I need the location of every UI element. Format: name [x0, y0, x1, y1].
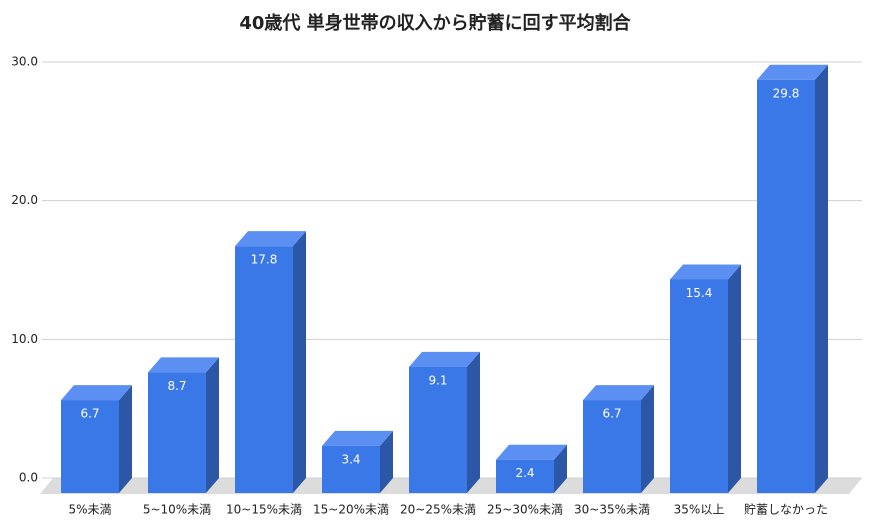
bar: [409, 366, 467, 493]
bar-side: [380, 430, 393, 493]
y-tick-label: 30.0: [11, 55, 38, 69]
value-label: 2.4: [515, 466, 534, 480]
bar: [757, 79, 815, 494]
bar: [670, 279, 728, 493]
bar-side: [554, 444, 567, 493]
bar-top: [670, 264, 741, 280]
bar-side: [467, 351, 480, 493]
bar: [148, 372, 206, 493]
bar-side: [293, 231, 306, 493]
x-tick-label: 35%以上: [674, 503, 725, 517]
y-tick-label: 20.0: [11, 193, 38, 207]
bar: [583, 400, 641, 493]
bar-side: [641, 385, 654, 493]
bar-top: [409, 351, 480, 367]
x-tick-label: 貯蓄しなかった: [744, 503, 828, 517]
chart-title: 40歳代 単身世帯の収入から貯蓄に回す平均割合: [239, 12, 631, 34]
bar-top: [583, 385, 654, 401]
value-label: 29.8: [773, 86, 800, 100]
value-label: 6.7: [602, 407, 621, 421]
x-tick-label: 20~25%未満: [400, 503, 476, 517]
bar-top: [235, 231, 306, 247]
bar-top: [496, 444, 567, 460]
y-tick-label: 10.0: [11, 332, 38, 346]
x-tick-label: 15~20%未満: [313, 503, 389, 517]
value-label: 6.7: [80, 407, 99, 421]
value-label: 3.4: [341, 452, 360, 466]
x-tick-label: 10~15%未満: [226, 503, 302, 517]
x-tick-label: 5%未満: [68, 503, 111, 517]
y-tick-label: 0.0: [19, 471, 38, 485]
bar-side: [728, 264, 741, 493]
value-label: 15.4: [686, 286, 713, 300]
value-label: 8.7: [167, 379, 186, 393]
bar-side: [815, 64, 828, 494]
bar: [235, 246, 293, 493]
bar-side: [119, 385, 132, 493]
bar: [61, 400, 119, 493]
value-label: 17.8: [251, 253, 278, 267]
bar: [496, 459, 554, 493]
x-tick-label: 25~30%未満: [487, 503, 563, 517]
bar-top: [757, 64, 828, 80]
bar-side: [206, 357, 219, 493]
x-tick-label: 30~35%未満: [574, 503, 650, 517]
value-label: 9.1: [428, 373, 447, 387]
bar-top: [322, 430, 393, 446]
bar: [322, 445, 380, 493]
bar-top: [61, 385, 132, 401]
x-tick-label: 5~10%未満: [143, 503, 211, 517]
bar-top: [148, 357, 219, 373]
